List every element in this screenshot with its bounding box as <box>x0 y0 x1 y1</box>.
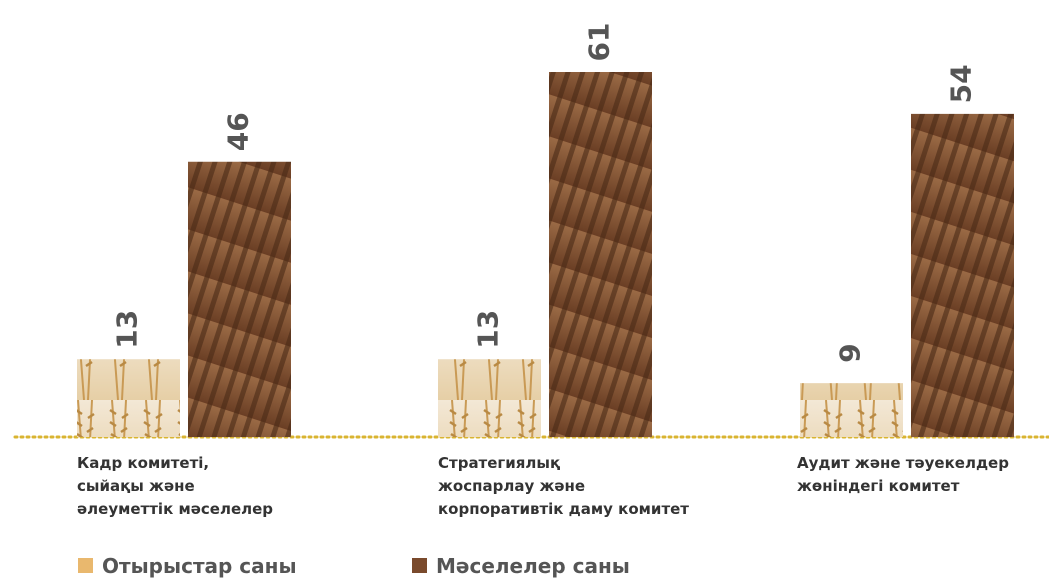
value-label: 54 <box>945 64 978 103</box>
category-label: жоспарлау және <box>438 477 585 495</box>
bar <box>800 383 903 437</box>
value-label: 46 <box>222 112 255 151</box>
category-label: әлеуметтік мәселелер <box>77 500 273 518</box>
legend-swatch <box>412 558 427 573</box>
legend-label: Мәселелер саны <box>436 554 630 578</box>
bar <box>77 359 180 437</box>
category-label: сыйақы және <box>77 477 195 495</box>
bar <box>438 359 541 437</box>
bar <box>549 72 652 437</box>
legend-label: Отырыстар саны <box>102 554 297 578</box>
legend-swatch <box>78 558 93 573</box>
category-label: Аудит және тәуекелдер <box>797 454 1009 472</box>
value-label: 61 <box>583 23 616 62</box>
category-label: жөніндегі комитет <box>797 477 960 495</box>
category-label: Стратегиялық <box>438 454 560 472</box>
bar <box>188 161 291 438</box>
value-label: 13 <box>472 310 505 349</box>
category-label: Кадр комитеті, <box>77 454 209 472</box>
value-label: 13 <box>111 310 144 349</box>
category-label: корпоративтік даму комитет <box>438 500 689 518</box>
bar <box>911 113 1014 437</box>
value-label: 9 <box>834 343 867 362</box>
